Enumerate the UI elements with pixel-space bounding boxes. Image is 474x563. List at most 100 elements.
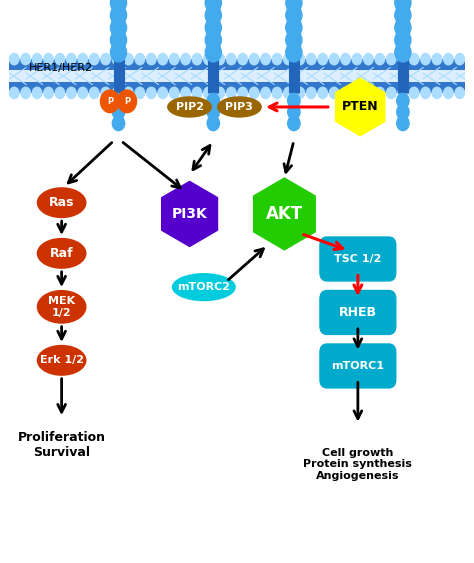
Circle shape [32, 53, 42, 65]
Circle shape [421, 53, 430, 65]
Circle shape [286, 6, 302, 25]
Text: PIP3: PIP3 [226, 102, 253, 112]
Circle shape [307, 87, 316, 99]
Circle shape [249, 53, 259, 65]
Text: RHEB: RHEB [339, 306, 377, 319]
Circle shape [455, 87, 465, 99]
Circle shape [204, 87, 213, 99]
Circle shape [9, 87, 19, 99]
Circle shape [67, 53, 76, 65]
Circle shape [215, 87, 225, 99]
Text: mTORC2: mTORC2 [177, 282, 230, 292]
Circle shape [318, 87, 328, 99]
Circle shape [238, 53, 247, 65]
Text: Raf: Raf [50, 247, 73, 260]
Circle shape [397, 116, 409, 131]
Circle shape [288, 93, 300, 108]
Circle shape [386, 53, 396, 65]
Text: AKT: AKT [266, 205, 303, 223]
Circle shape [110, 43, 127, 62]
Circle shape [205, 43, 221, 62]
Circle shape [205, 0, 221, 12]
Circle shape [395, 0, 411, 12]
Text: Proliferation
Survival: Proliferation Survival [18, 431, 106, 459]
Circle shape [307, 53, 316, 65]
Circle shape [341, 53, 350, 65]
Circle shape [44, 53, 53, 65]
Circle shape [207, 93, 219, 108]
Circle shape [352, 53, 362, 65]
Circle shape [44, 87, 53, 99]
Text: PIP2: PIP2 [175, 102, 204, 112]
Ellipse shape [37, 345, 86, 376]
Circle shape [455, 53, 465, 65]
Circle shape [110, 0, 127, 12]
Text: Cell growth
Protein synthesis
Angiogenesis: Cell growth Protein synthesis Angiogenes… [303, 448, 412, 481]
Circle shape [421, 87, 430, 99]
Circle shape [283, 53, 293, 65]
Circle shape [169, 87, 179, 99]
Circle shape [397, 105, 409, 119]
Circle shape [375, 87, 384, 99]
Circle shape [295, 87, 305, 99]
Circle shape [283, 87, 293, 99]
Text: P: P [107, 97, 113, 106]
Circle shape [286, 0, 302, 12]
Circle shape [375, 53, 384, 65]
Circle shape [67, 87, 76, 99]
Circle shape [118, 90, 137, 113]
Circle shape [395, 18, 411, 37]
Circle shape [21, 87, 30, 99]
Ellipse shape [167, 96, 212, 118]
Circle shape [329, 53, 339, 65]
Circle shape [101, 87, 110, 99]
Circle shape [135, 53, 145, 65]
Circle shape [410, 53, 419, 65]
FancyBboxPatch shape [9, 59, 465, 70]
Circle shape [386, 87, 396, 99]
Circle shape [288, 105, 300, 119]
Circle shape [110, 30, 127, 50]
Circle shape [288, 116, 300, 131]
Ellipse shape [37, 187, 86, 218]
Polygon shape [254, 178, 315, 250]
Circle shape [112, 116, 125, 131]
Circle shape [329, 87, 339, 99]
Text: Erk 1/2: Erk 1/2 [40, 355, 83, 365]
FancyBboxPatch shape [320, 344, 396, 388]
Circle shape [112, 87, 122, 99]
Ellipse shape [37, 290, 86, 324]
Circle shape [227, 87, 236, 99]
Circle shape [124, 53, 133, 65]
Circle shape [101, 53, 110, 65]
Circle shape [444, 87, 453, 99]
Text: TSC 1/2: TSC 1/2 [334, 254, 382, 264]
Circle shape [169, 53, 179, 65]
Polygon shape [336, 78, 385, 136]
Circle shape [135, 87, 145, 99]
Ellipse shape [37, 238, 86, 269]
Circle shape [207, 105, 219, 119]
Circle shape [158, 53, 167, 65]
Circle shape [410, 87, 419, 99]
Text: MEK
1/2: MEK 1/2 [48, 296, 75, 318]
Circle shape [364, 87, 373, 99]
Circle shape [124, 87, 133, 99]
Circle shape [261, 87, 270, 99]
Circle shape [146, 53, 156, 65]
Text: PTEN: PTEN [342, 100, 379, 114]
Circle shape [295, 53, 305, 65]
Ellipse shape [217, 96, 262, 118]
Circle shape [215, 53, 225, 65]
Circle shape [55, 53, 64, 65]
FancyBboxPatch shape [320, 291, 396, 334]
Circle shape [227, 53, 236, 65]
Circle shape [364, 53, 373, 65]
Circle shape [352, 87, 362, 99]
Circle shape [204, 53, 213, 65]
Circle shape [192, 87, 202, 99]
Circle shape [432, 87, 442, 99]
Circle shape [32, 87, 42, 99]
Circle shape [286, 18, 302, 37]
Circle shape [205, 6, 221, 25]
